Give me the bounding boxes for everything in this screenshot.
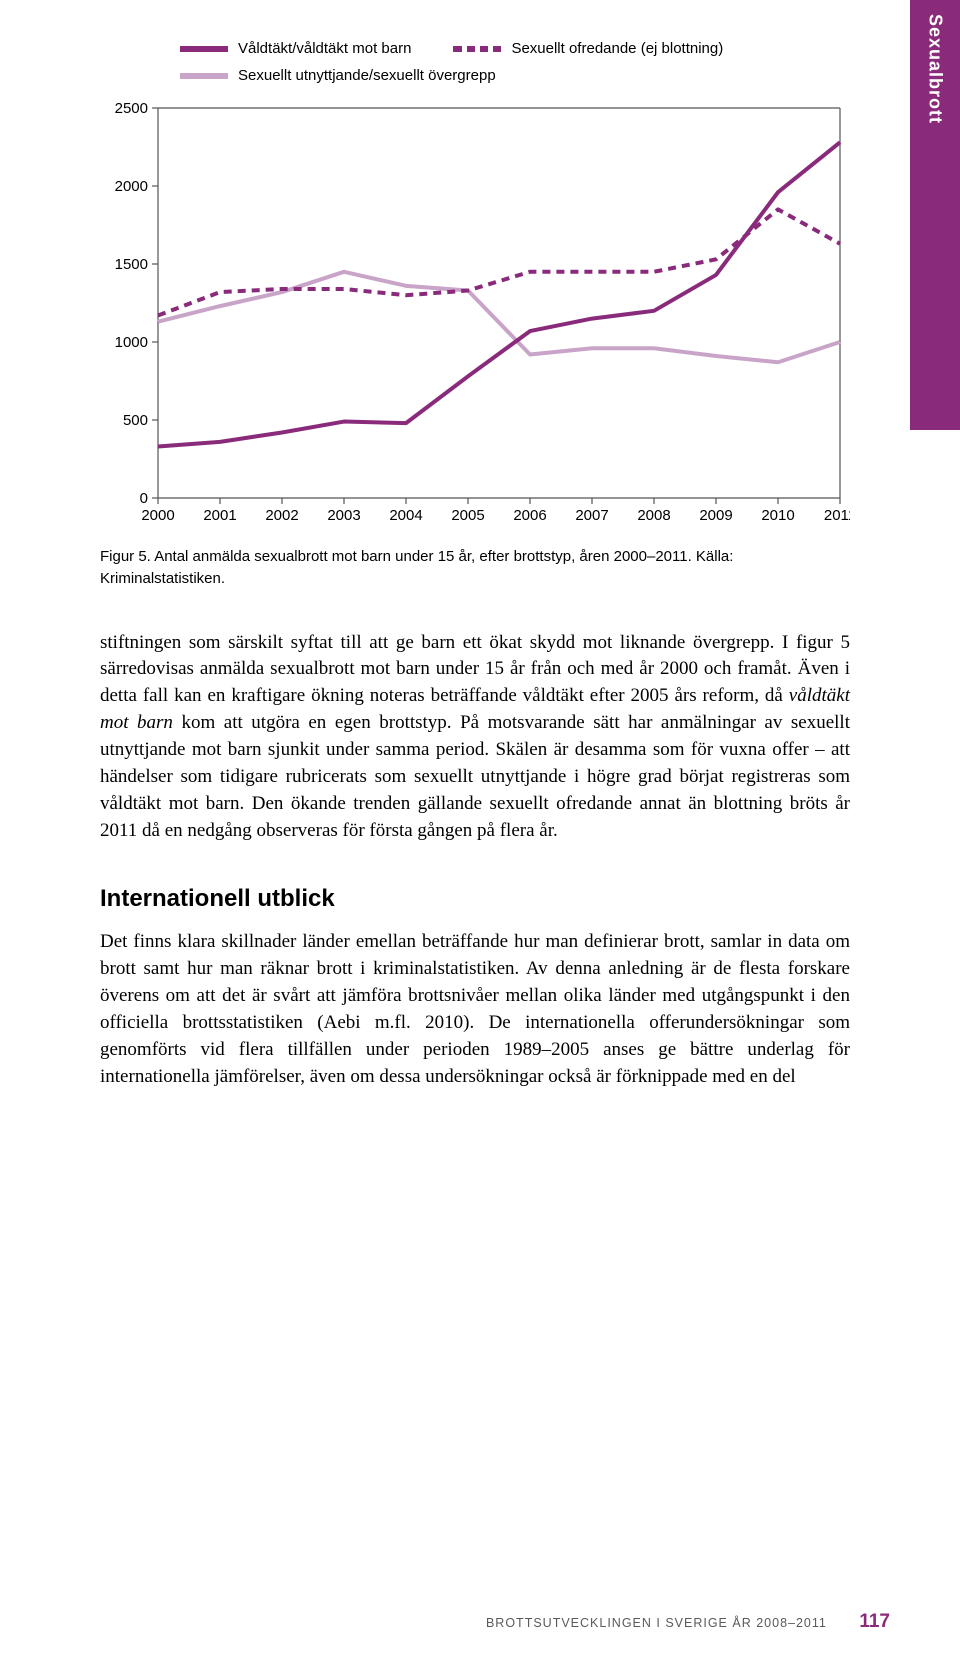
svg-text:2005: 2005 (451, 507, 484, 524)
page-number: 117 (859, 1611, 890, 1632)
svg-text:2006: 2006 (513, 507, 546, 524)
line-chart: 0 500 1000 1500 2000 2500 2000 2001 2002 2003 2004… (100, 98, 850, 528)
svg-text:500: 500 (123, 412, 148, 429)
legend-swatch-light (180, 73, 228, 79)
svg-text:2011: 2011 (824, 507, 850, 524)
legend-row: Sexuellt utnyttjande/sexuellt övergrepp (180, 67, 850, 84)
svg-text:2003: 2003 (327, 507, 360, 524)
svg-text:2009: 2009 (699, 507, 732, 524)
legend-swatch-solid (180, 46, 228, 52)
legend-row: Våldtäkt/våldtäkt mot barn Sexuellt ofre… (180, 40, 850, 57)
side-tab: Sexualbrott (910, 0, 960, 430)
svg-text:2007: 2007 (575, 507, 608, 524)
section-heading: Internationell utblick (100, 885, 850, 913)
body-paragraph-1: stiftningen som särskilt syftat till att… (100, 630, 850, 846)
svg-text:2001: 2001 (203, 507, 236, 524)
legend-label: Våldtäkt/våldtäkt mot barn (238, 40, 411, 57)
svg-text:2004: 2004 (389, 507, 422, 524)
svg-text:2010: 2010 (761, 507, 794, 524)
svg-text:1000: 1000 (115, 334, 148, 351)
footer-text: brottsutvecklingen i sverige år 2008–201… (486, 1616, 827, 1630)
svg-text:2000: 2000 (141, 507, 174, 524)
legend-swatch-dashed (453, 46, 501, 52)
legend-label: Sexuellt utnyttjande/sexuellt övergrepp (238, 67, 496, 84)
figure-caption: Figur 5. Antal anmälda sexualbrott mot b… (100, 546, 850, 590)
svg-text:2000: 2000 (115, 178, 148, 195)
chart-legend: Våldtäkt/våldtäkt mot barn Sexuellt ofre… (180, 40, 850, 84)
page-content: Våldtäkt/våldtäkt mot barn Sexuellt ofre… (100, 0, 850, 1091)
svg-text:2500: 2500 (115, 100, 148, 117)
side-tab-label: Sexualbrott (925, 14, 946, 124)
svg-text:1500: 1500 (115, 256, 148, 273)
svg-text:2008: 2008 (637, 507, 670, 524)
svg-text:0: 0 (140, 490, 148, 507)
p1-part-b: kom att utgöra en egen brottstyp. På mot… (100, 712, 850, 841)
body-paragraph-2: Det finns klara skillnader länder emella… (100, 929, 850, 1091)
legend-label: Sexuellt ofredande (ej blottning) (511, 40, 723, 57)
page-footer: brottsutvecklingen i sverige år 2008–201… (486, 1611, 890, 1633)
chart-svg: 0 500 1000 1500 2000 2500 2000 2001 2002 2003 2004… (100, 98, 850, 528)
svg-text:2002: 2002 (265, 507, 298, 524)
p1-part-a: stiftningen som särskilt syftat till att… (100, 632, 850, 707)
